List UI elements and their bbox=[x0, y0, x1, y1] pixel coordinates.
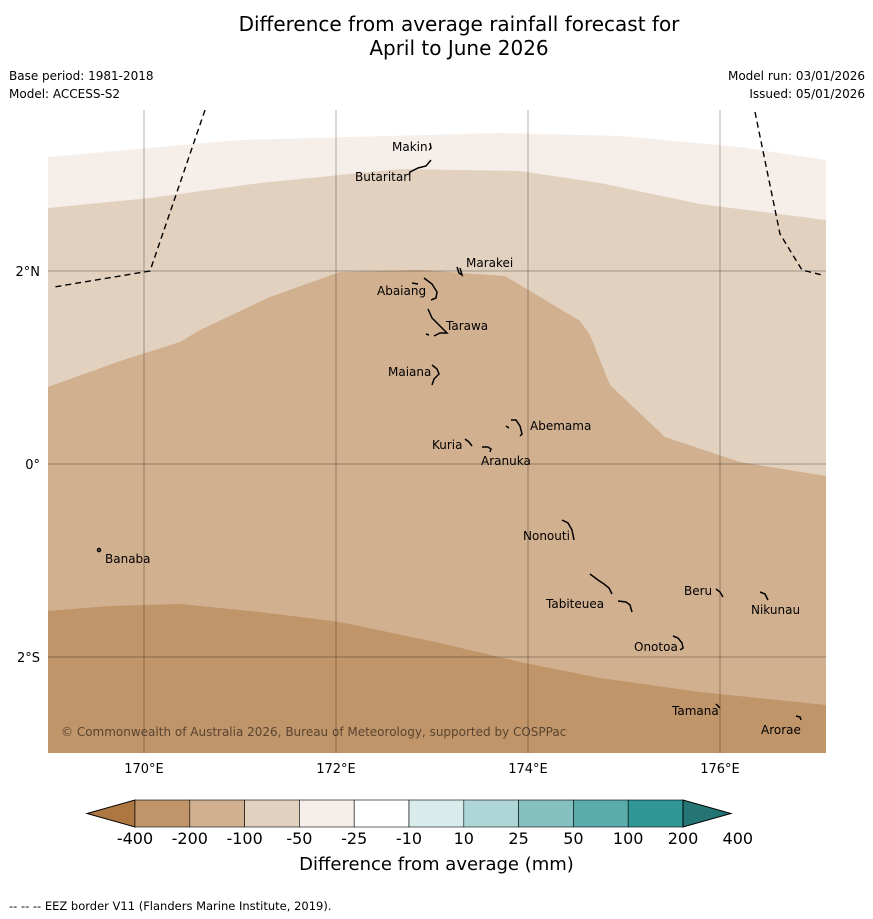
colorbar-tick-label: -25 bbox=[341, 829, 368, 848]
colorbar-segment bbox=[463, 799, 519, 828]
colorbar-segment bbox=[518, 799, 574, 828]
lon-label-176e: 176°E bbox=[700, 762, 740, 777]
place-arorae: Arorae bbox=[761, 723, 801, 737]
colorbar-tick-label: 100 bbox=[612, 829, 644, 848]
title-line-1: Difference from average rainfall forecas… bbox=[238, 12, 680, 36]
place-nikunau: Nikunau bbox=[751, 603, 800, 617]
lat-label-0: 0° bbox=[25, 458, 40, 473]
place-tabiteuea: Tabiteuea bbox=[545, 597, 604, 611]
colorbar-extend-high bbox=[682, 799, 733, 828]
graticule bbox=[48, 110, 826, 753]
colorbar-segment bbox=[134, 799, 191, 828]
place-abaiang: Abaiang bbox=[377, 284, 426, 298]
meta-left: Base period: 1981-2018 Model: ACCESS-S2 bbox=[9, 67, 154, 103]
colorbar-tick-label: 50 bbox=[563, 829, 584, 848]
place-maiana: Maiana bbox=[388, 365, 431, 379]
lon-label-170e: 170°E bbox=[124, 762, 164, 777]
colorbar-segment bbox=[244, 799, 300, 828]
place-tarawa: Tarawa bbox=[445, 319, 488, 333]
model-name: Model: ACCESS-S2 bbox=[9, 87, 121, 101]
place-labels: Makin Butaritari Marakei Abaiang Tarawa … bbox=[105, 140, 801, 737]
lat-label-2n: 2°N bbox=[16, 265, 41, 280]
copyright-notice: © Commonwealth of Australia 2026, Bureau… bbox=[61, 725, 566, 739]
colorbar-tick-label: -200 bbox=[171, 829, 208, 848]
colorbar-tick-label: -50 bbox=[286, 829, 313, 848]
lon-label-172e: 172°E bbox=[316, 762, 356, 777]
meta-right: Model run: 03/01/2026 Issued: 05/01/2026 bbox=[728, 67, 865, 103]
eez-border bbox=[53, 110, 823, 288]
title-line-2: April to June 2026 bbox=[369, 36, 549, 60]
colorbar-title: Difference from average (mm) bbox=[299, 854, 574, 875]
place-tamana: Tamana bbox=[671, 704, 719, 718]
island-outlines bbox=[96, 142, 802, 721]
lat-label-2s: 2°S bbox=[17, 651, 40, 666]
place-banaba: Banaba bbox=[105, 552, 151, 566]
colorbar-segment bbox=[627, 799, 684, 828]
colorbar-segment bbox=[299, 799, 355, 828]
colorbar bbox=[85, 799, 733, 828]
base-period: Base period: 1981-2018 bbox=[9, 69, 154, 83]
place-butaritari: Butaritari bbox=[355, 170, 412, 184]
colorbar-segment bbox=[189, 799, 245, 828]
colorbar-tick-label: 10 bbox=[453, 829, 474, 848]
map-panel: Makin Butaritari Marakei Abaiang Tarawa … bbox=[48, 110, 826, 753]
colorbar-tick-label: 400 bbox=[722, 829, 754, 848]
colorbar-tick-label: 200 bbox=[667, 829, 699, 848]
colorbar-segment bbox=[408, 799, 465, 828]
model-run: Model run: 03/01/2026 bbox=[727, 69, 865, 83]
colorbar-segment bbox=[573, 799, 629, 828]
colorbar-tick-label: -400 bbox=[116, 829, 154, 848]
colorbar-extend-low bbox=[85, 799, 136, 828]
place-onotoa: Onotoa bbox=[634, 640, 678, 654]
colorbar-tick-label: -100 bbox=[226, 829, 263, 848]
map-title: Difference from average rainfall forecas… bbox=[0, 12, 873, 60]
place-nonouti: Nonouti bbox=[523, 529, 570, 543]
lon-label-174e: 174°E bbox=[508, 762, 548, 777]
colorbar-segment bbox=[353, 799, 410, 828]
colorbar-tick-label: -10 bbox=[395, 829, 423, 848]
axis-labels: 2°N 0° 2°S 170°E 172°E 174°E 176°E bbox=[16, 265, 740, 777]
place-abemama: Abemama bbox=[530, 419, 591, 433]
place-kuria: Kuria bbox=[432, 438, 463, 452]
eez-footnote: -- -- -- EEZ border V11 (Flanders Marine… bbox=[9, 899, 332, 913]
band-minus-100-to-minus-200 bbox=[48, 604, 826, 753]
issued-date: Issued: 05/01/2026 bbox=[749, 87, 865, 101]
colorbar-tick-label: 25 bbox=[508, 829, 529, 848]
place-beru: Beru bbox=[684, 584, 712, 598]
place-marakei: Marakei bbox=[466, 256, 513, 270]
place-aranuka: Aranuka bbox=[481, 454, 531, 468]
place-makin: Makin bbox=[392, 140, 428, 154]
